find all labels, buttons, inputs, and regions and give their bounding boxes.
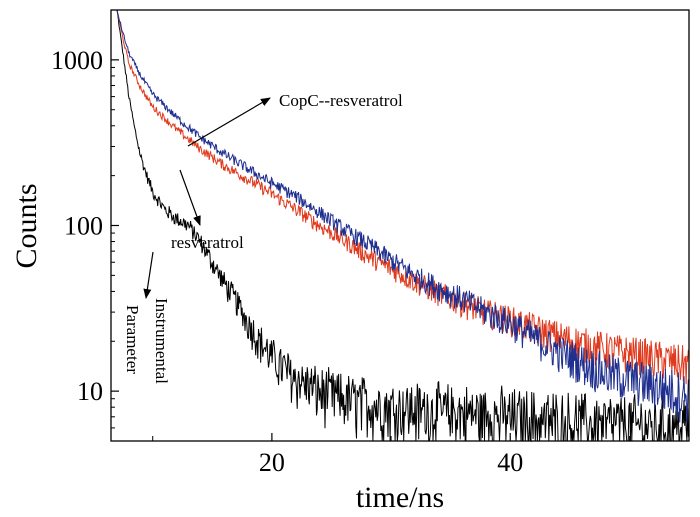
y-tick-label-100: 100 [64, 212, 103, 241]
arrow-resveratrol [179, 169, 201, 226]
annotation-resveratrol: resveratrol [171, 233, 244, 252]
arrow-copc [187, 97, 271, 147]
x-tick-label-20: 20 [259, 448, 285, 477]
y-axis-label: Counts [10, 183, 43, 268]
x-axis-label: time/ns [356, 481, 444, 514]
series-layer [116, 9, 689, 443]
annotation-copc-resveratrol: CopC--resveratrol [279, 91, 403, 110]
annotation-instrumental: Instrumental [152, 298, 171, 384]
series-line-instrumental [116, 9, 689, 443]
y-tick-label-1000: 1000 [51, 46, 103, 75]
arrow-instrumental [143, 251, 154, 299]
x-tick-label-40: 40 [497, 448, 523, 477]
y-tick-label-10: 10 [77, 377, 103, 406]
axes-layer: 20 40 10 100 1000 [51, 9, 630, 477]
annotation-layer: CopC--resveratrol resveratrol Instrument… [123, 91, 403, 384]
series-line-resveratrol [116, 9, 689, 385]
annotation-parameter: Parameter [123, 305, 142, 374]
series-line-copc_resveratrol [116, 9, 689, 423]
